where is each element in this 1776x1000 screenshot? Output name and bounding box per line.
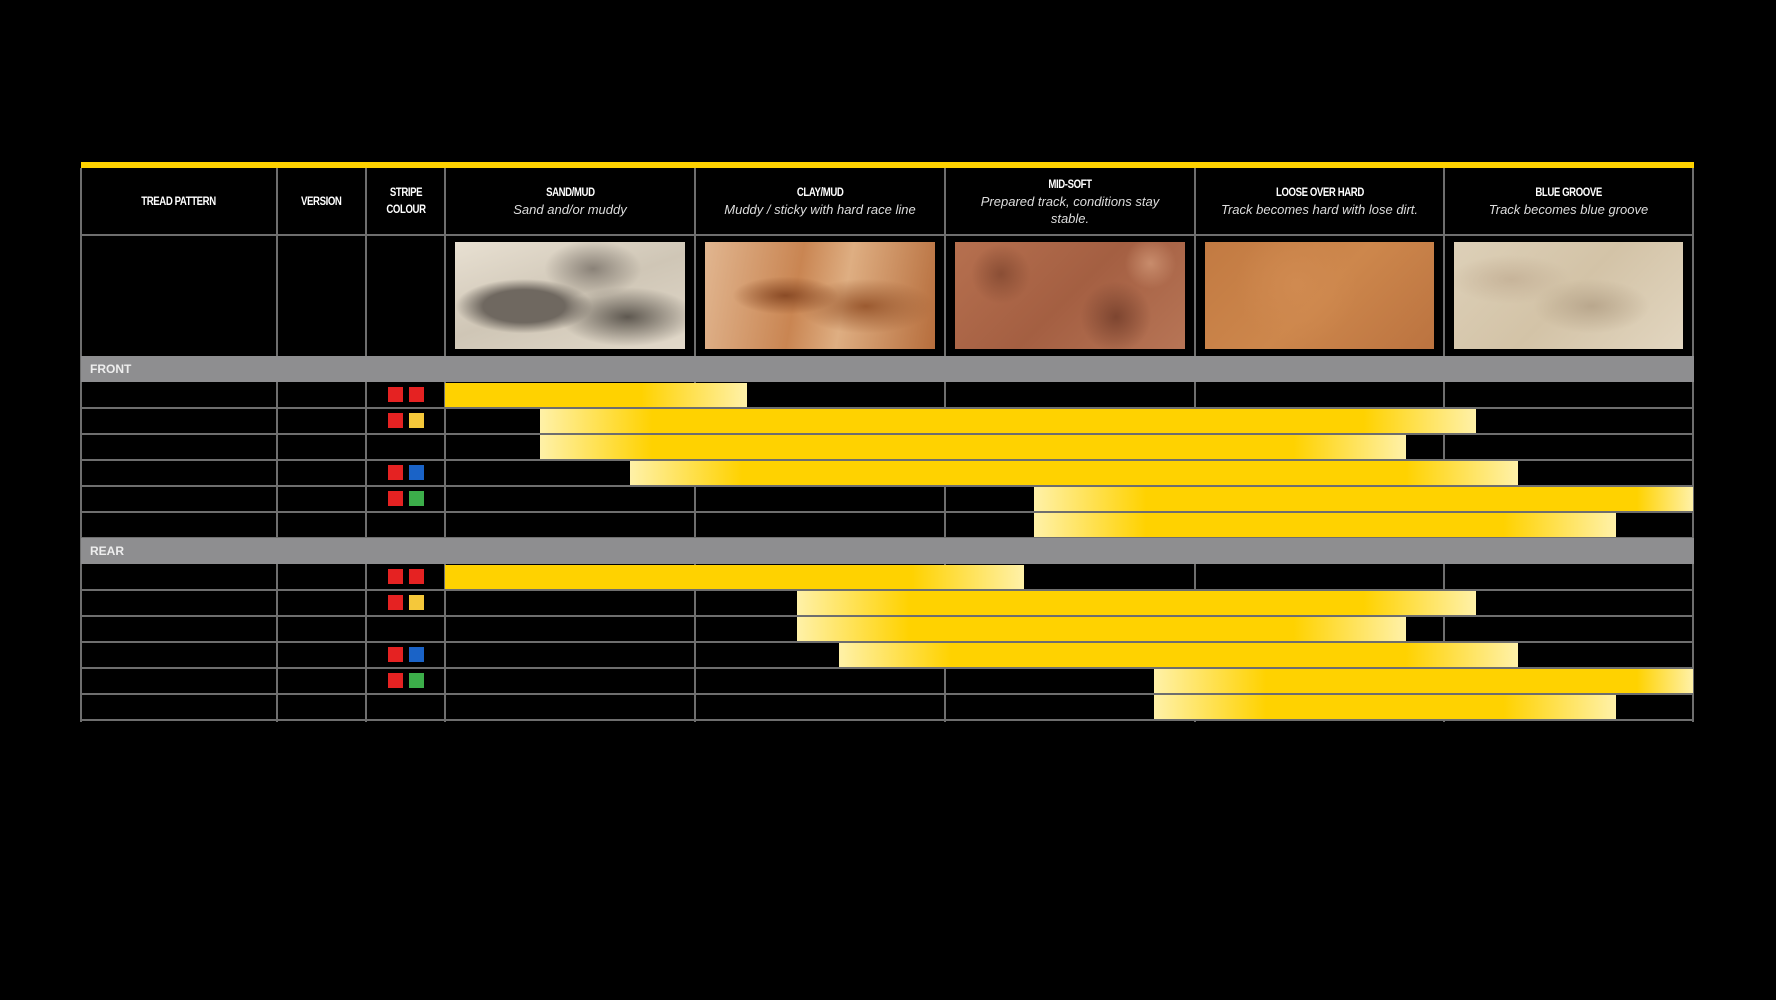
row-divider: [81, 407, 1694, 409]
row-divider: [81, 641, 1694, 643]
stripe-colour-swatch: [388, 647, 403, 662]
stripe-colour-swatch: [409, 647, 424, 662]
tread-chart-table: FRONT REAR TREAD PATTERN VERSION STRIPE COL…: [80, 162, 1694, 722]
column-divider: [444, 168, 446, 722]
column-header: BLUE GROOVE Track becomes blue groove: [1444, 168, 1693, 234]
column-header: VERSION: [277, 168, 366, 234]
stripe-colour-swatch: [409, 595, 424, 610]
stripe-colour-swatch: [388, 569, 403, 584]
row-divider: [81, 667, 1694, 669]
column-header: SAND/MUD Sand and/or muddy: [445, 168, 695, 234]
track-condition-photo: [1205, 242, 1434, 349]
column-title: STRIPE COLOUR: [385, 185, 426, 216]
suitability-bar: [1034, 487, 1693, 511]
stripe-colour-swatch: [388, 387, 403, 402]
stripe-colour-swatch: [409, 491, 424, 506]
stripe-colour-swatch: [409, 387, 424, 402]
stripe-colour-swatch: [388, 595, 403, 610]
section-label: FRONT: [90, 362, 132, 376]
row-divider: [81, 615, 1694, 617]
suitability-bar: [839, 643, 1519, 667]
column-header: LOOSE OVER HARD Track becomes hard with l…: [1195, 168, 1444, 234]
stripe-colour-swatch: [409, 465, 424, 480]
row-divider: [81, 693, 1694, 695]
suitability-bar: [445, 565, 1025, 589]
column-header: MID-SOFT Prepared track, conditions stay …: [945, 168, 1195, 234]
column-title: CLAY/MUD: [796, 185, 844, 199]
suitability-bar: [539, 435, 1406, 459]
top-accent-bar: [81, 162, 1694, 168]
row-divider: [81, 589, 1694, 591]
stripe-colour-swatch: [388, 673, 403, 688]
stripe-colour-swatch: [409, 673, 424, 688]
row-divider: [81, 433, 1694, 435]
suitability-bar: [1153, 695, 1616, 719]
section-label: REAR: [90, 544, 125, 558]
section-header-rear: REAR: [81, 538, 1694, 564]
suitability-bar: [796, 591, 1476, 615]
column-subtitle: Track becomes blue groove: [1488, 202, 1649, 217]
track-condition-photo: [705, 242, 935, 349]
row-divider: [81, 511, 1694, 513]
column-divider: [1692, 168, 1694, 722]
column-divider: [694, 168, 696, 722]
column-subtitle: Prepared track, conditions stay stable.: [980, 193, 1160, 226]
column-header: CLAY/MUD Muddy / sticky with hard race li…: [695, 168, 945, 234]
column-title: LOOSE OVER HARD: [1275, 185, 1364, 199]
suitability-bar: [1034, 513, 1616, 537]
column-divider: [1443, 168, 1445, 722]
column-header: TREAD PATTERN: [81, 168, 277, 234]
column-divider: [276, 168, 278, 722]
column-header: STRIPE COLOUR: [366, 168, 445, 234]
column-title: SAND/MUD: [545, 185, 595, 199]
section-header-front: FRONT: [81, 356, 1694, 382]
column-title: VERSION: [301, 193, 342, 208]
column-subtitle: Sand and/or muddy: [513, 202, 627, 217]
stripe-colour-swatch: [409, 413, 424, 428]
suitability-bar: [1153, 669, 1693, 693]
column-title: BLUE GROOVE: [1535, 185, 1602, 199]
column-title: MID-SOFT: [1048, 176, 1092, 191]
row-divider: [81, 719, 1694, 721]
column-divider: [80, 168, 82, 722]
stripe-colour-swatch: [409, 569, 424, 584]
row-divider: [81, 485, 1694, 487]
track-condition-photo: [1454, 242, 1683, 349]
column-title: TREAD PATTERN: [141, 193, 217, 208]
stripe-colour-swatch: [388, 465, 403, 480]
column-subtitle: Muddy / sticky with hard race line: [724, 202, 916, 217]
track-condition-photo: [455, 242, 685, 349]
column-divider: [1194, 168, 1196, 722]
track-condition-photo: [955, 242, 1185, 349]
suitability-bar: [445, 383, 748, 407]
stripe-colour-swatch: [388, 491, 403, 506]
suitability-bar: [796, 617, 1406, 641]
suitability-bar: [539, 409, 1476, 433]
row-divider: [81, 459, 1694, 461]
column-divider: [944, 168, 946, 722]
column-subtitle: Track becomes hard with lose dirt.: [1221, 202, 1418, 217]
column-divider: [365, 168, 367, 722]
row-divider: [81, 234, 1694, 236]
suitability-bar: [629, 461, 1519, 485]
stripe-colour-swatch: [388, 413, 403, 428]
